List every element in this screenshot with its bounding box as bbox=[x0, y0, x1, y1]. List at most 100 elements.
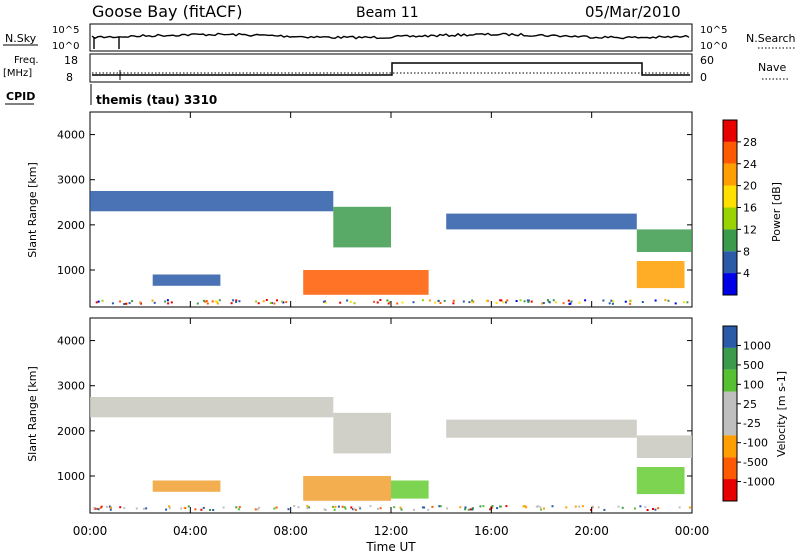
scatter-point bbox=[238, 300, 241, 303]
data-region bbox=[636, 229, 692, 252]
scatter-point bbox=[95, 507, 98, 510]
colorbar-swatch bbox=[723, 413, 737, 436]
power-data-regions bbox=[90, 191, 692, 305]
scatter-point bbox=[570, 300, 573, 303]
x-tick-label: 08:00 bbox=[273, 524, 308, 538]
scatter-point bbox=[499, 299, 502, 302]
y-tick-label: 4000 bbox=[57, 335, 85, 348]
scatter-point bbox=[167, 302, 170, 305]
scatter-point bbox=[443, 299, 446, 302]
y-tick-label: 4000 bbox=[57, 129, 85, 142]
scatter-point bbox=[482, 505, 485, 508]
scatter-point bbox=[597, 506, 600, 509]
colorbar-tick-label: -500 bbox=[743, 456, 768, 469]
scatter-point bbox=[358, 506, 361, 509]
scatter-point bbox=[216, 300, 219, 303]
scatter-point bbox=[202, 506, 205, 509]
nave-tick-bottom: 0 bbox=[700, 71, 707, 84]
scatter-point bbox=[421, 299, 424, 302]
scatter-point bbox=[515, 300, 518, 302]
nsky-series-line bbox=[91, 32, 690, 40]
scatter-point bbox=[324, 301, 327, 304]
scatter-point bbox=[214, 300, 217, 303]
nave-label: Nave bbox=[758, 61, 786, 74]
freq-label: Freq. bbox=[14, 55, 39, 66]
scatter-point bbox=[216, 302, 219, 305]
colorbar-tick-label: 12 bbox=[743, 223, 757, 236]
scatter-point bbox=[353, 302, 356, 305]
scatter-point bbox=[611, 302, 614, 305]
scatter-point bbox=[275, 506, 278, 509]
scatter-point bbox=[258, 506, 261, 509]
scatter-point bbox=[552, 299, 555, 302]
data-region bbox=[636, 467, 685, 495]
velocity-y-label: Slant Range [km] bbox=[26, 366, 39, 462]
scatter-point bbox=[254, 508, 257, 511]
colorbar-tick-label: -1000 bbox=[743, 476, 775, 489]
nsky-panel-frame bbox=[89, 23, 693, 52]
scatter-point bbox=[568, 303, 571, 305]
power-y-label: Slant Range [km] bbox=[26, 162, 39, 258]
scatter-point bbox=[485, 299, 488, 302]
scatter-point bbox=[468, 301, 471, 304]
scatter-point bbox=[123, 507, 126, 510]
scatter-point bbox=[674, 302, 677, 305]
data-region bbox=[303, 476, 391, 501]
scatter-point bbox=[235, 300, 238, 303]
scatter-point bbox=[464, 508, 467, 511]
scatter-point bbox=[446, 507, 448, 510]
scatter-point bbox=[584, 299, 587, 302]
time-axis-ticks: 00:00 04:00 08:00 12:00 16:00 20:00 00:00 bbox=[73, 112, 709, 538]
scatter-point bbox=[646, 509, 649, 511]
scatter-point bbox=[428, 299, 431, 302]
colorbar-tick-label: 24 bbox=[743, 158, 757, 171]
data-region bbox=[446, 419, 637, 438]
scatter-point bbox=[562, 302, 565, 305]
scatter-point bbox=[652, 508, 654, 510]
scatter-point bbox=[499, 505, 502, 508]
scatter-point bbox=[101, 299, 104, 302]
data-region bbox=[152, 274, 221, 286]
colorbar-swatch bbox=[723, 251, 737, 274]
colorbar-tick-label: 8 bbox=[743, 245, 750, 258]
scatter-point bbox=[525, 506, 528, 509]
scatter-point bbox=[535, 505, 538, 508]
scatter-point bbox=[393, 506, 396, 509]
power-colorbar: 28 24 20 16 12 8 4 bbox=[722, 119, 757, 296]
scatter-point bbox=[322, 300, 325, 303]
scatter-point bbox=[324, 300, 326, 303]
scatter-point bbox=[526, 299, 529, 302]
scatter-point bbox=[581, 505, 584, 508]
nsearch-tick-top: 10^5 bbox=[700, 25, 727, 36]
scatter-point bbox=[212, 509, 215, 511]
scatter-point bbox=[495, 302, 498, 304]
colorbar-swatch bbox=[723, 479, 737, 501]
colorbar-swatch bbox=[723, 229, 737, 252]
scatter-point bbox=[471, 507, 474, 510]
scatter-point bbox=[187, 505, 190, 508]
scatter-point bbox=[334, 505, 337, 508]
scatter-point bbox=[667, 299, 670, 302]
nave-tick-top: 60 bbox=[700, 54, 714, 67]
colorbar-swatch bbox=[723, 435, 737, 458]
scatter-point bbox=[119, 300, 122, 303]
beam-title: Beam 11 bbox=[356, 5, 419, 21]
data-region bbox=[90, 191, 334, 212]
scatter-point bbox=[431, 505, 434, 508]
scatter-point bbox=[396, 302, 399, 305]
scatter-point bbox=[664, 299, 667, 302]
cpid-label: CPID bbox=[6, 90, 35, 103]
scatter-point bbox=[204, 300, 207, 303]
x-tick-label: 00:00 bbox=[73, 524, 108, 538]
scatter-point bbox=[491, 505, 494, 508]
scatter-point bbox=[612, 300, 615, 303]
scatter-point bbox=[111, 302, 114, 305]
scatter-point bbox=[97, 508, 100, 511]
scatter-point bbox=[634, 507, 636, 510]
scatter-point bbox=[654, 508, 657, 511]
scatter-point bbox=[546, 299, 549, 302]
scatter-point bbox=[377, 507, 379, 510]
scatter-point bbox=[548, 301, 551, 304]
scatter-point bbox=[469, 508, 472, 511]
scatter-point bbox=[590, 508, 592, 511]
